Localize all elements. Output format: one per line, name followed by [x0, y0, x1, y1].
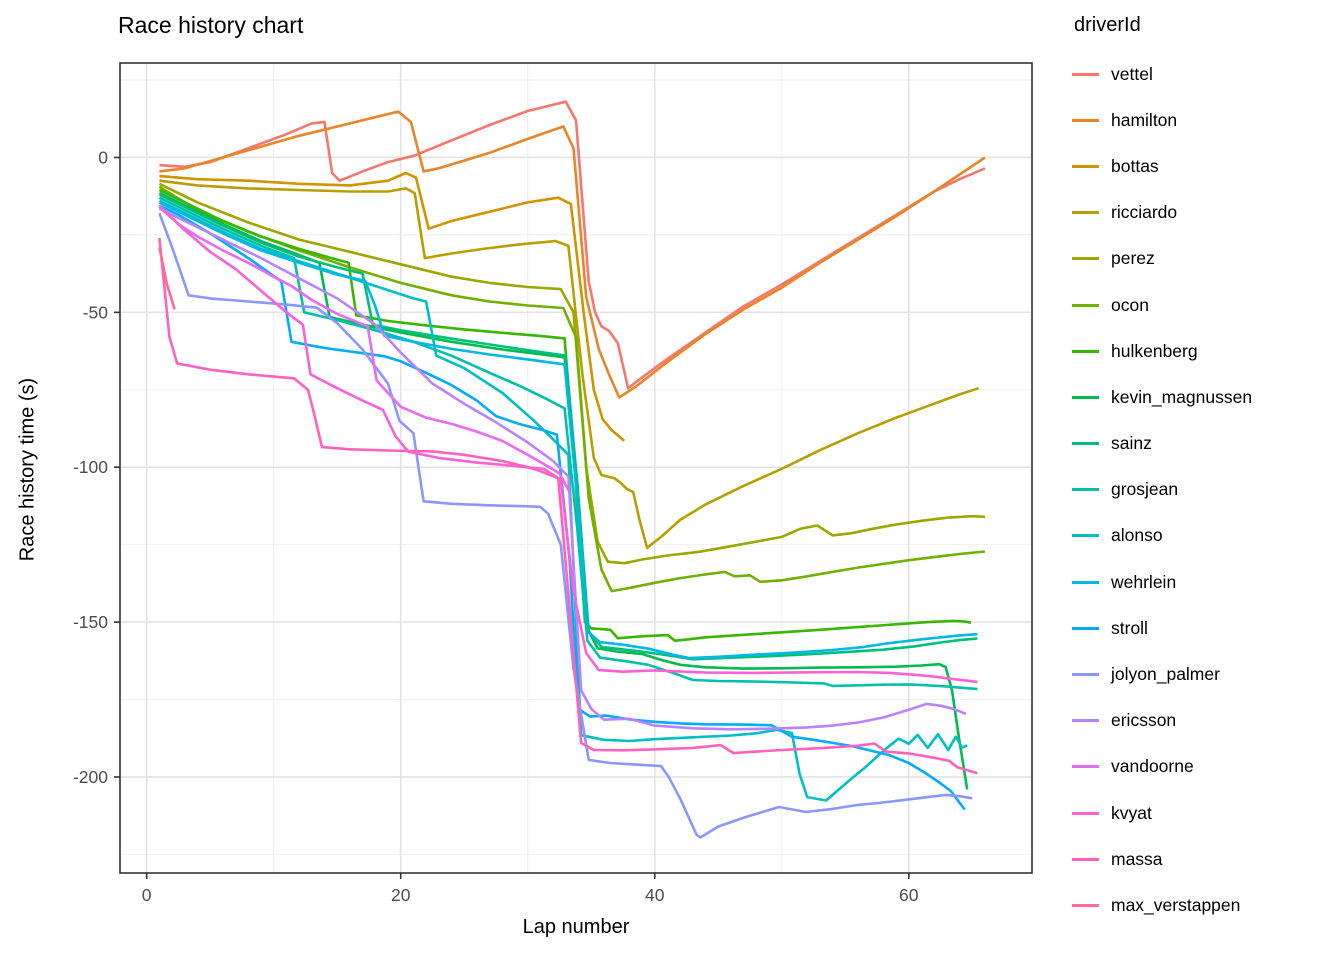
legend-key-line-vandoorne — [1072, 765, 1099, 769]
series-line-vandoorne — [158, 206, 571, 493]
legend-key-line-massa — [1072, 857, 1099, 861]
legend-label: vandoorne — [1111, 756, 1194, 777]
legend-item-alonso: alonso — [1072, 513, 1338, 559]
legend-item-ericsson: ericsson — [1072, 698, 1338, 744]
legend-item-ricciardo: ricciardo — [1072, 190, 1338, 236]
legend-items: vettel hamilton bottas ricciardo perez ocon hu… — [1072, 51, 1338, 929]
y-tick-label: -200 — [73, 767, 108, 787]
series-line-max_verstappen — [158, 247, 176, 310]
series-line-hulkenberg — [158, 188, 972, 643]
legend-key-line-max_verstappen — [1072, 903, 1099, 907]
legend-label: sainz — [1111, 433, 1152, 454]
legend-item-bottas: bottas — [1072, 143, 1338, 189]
legend-item-grosjean: grosjean — [1072, 467, 1338, 513]
legend-label: ocon — [1111, 294, 1149, 315]
x-tick-label: 0 — [142, 885, 152, 905]
legend-item-stroll: stroll — [1072, 605, 1338, 651]
legend-item-vettel: vettel — [1072, 51, 1338, 97]
legend-key-line-stroll — [1072, 626, 1099, 630]
series-line-kevin_magnussen — [158, 191, 969, 790]
y-tick-label: -100 — [73, 457, 108, 477]
legend-item-ocon: ocon — [1072, 282, 1338, 328]
legend-key-line-kvyat — [1072, 811, 1099, 815]
legend-label: alonso — [1111, 525, 1163, 546]
legend-key-line-vettel — [1072, 72, 1099, 76]
legend-label: wehrlein — [1111, 571, 1177, 592]
legend-key-line-hamilton — [1072, 118, 1099, 122]
series-line-massa — [158, 237, 978, 775]
series-line-perez — [158, 182, 986, 565]
legend-label: stroll — [1111, 617, 1148, 638]
legend-key-line-grosjean — [1072, 488, 1099, 492]
legend-item-massa: massa — [1072, 836, 1338, 882]
legend-key-line-alonso — [1072, 534, 1099, 538]
legend-key-line-jolyon_palmer — [1072, 673, 1099, 677]
legend: driverId vettel hamilton bottas ricciardo pe… — [1072, 10, 1338, 929]
legend-item-jolyon_palmer: jolyon_palmer — [1072, 651, 1338, 697]
legend-key-line-ericsson — [1072, 719, 1099, 723]
series-line-ocon — [158, 185, 986, 593]
x-tick-label: 20 — [391, 885, 411, 905]
legend-key-line-kevin_magnussen — [1072, 395, 1099, 399]
legend-label: ericsson — [1111, 710, 1177, 731]
y-tick-label: -150 — [73, 612, 108, 632]
legend-key-line-ricciardo — [1072, 211, 1099, 215]
legend-item-hulkenberg: hulkenberg — [1072, 328, 1338, 374]
chart-title: Race history chart — [118, 12, 304, 38]
legend-item-kvyat: kvyat — [1072, 790, 1338, 836]
legend-item-wehrlein: wehrlein — [1072, 559, 1338, 605]
legend-key-line-hulkenberg — [1072, 349, 1099, 353]
legend-label: vettel — [1111, 63, 1153, 84]
legend-item-kevin_magnussen: kevin_magnussen — [1072, 374, 1338, 420]
legend-item-perez: perez — [1072, 236, 1338, 282]
legend-item-max_verstappen: max_verstappen — [1072, 882, 1338, 928]
legend-title: driverId — [1074, 14, 1141, 36]
legend-label: ricciardo — [1111, 202, 1178, 223]
series-line-stroll — [158, 204, 966, 811]
series-line-jolyon_palmer — [158, 212, 973, 839]
series-line-bottas — [159, 171, 626, 442]
series-line-alonso — [158, 199, 968, 802]
legend-key-line-bottas — [1072, 164, 1099, 168]
series-line-ricciardo — [159, 179, 980, 550]
series-line-vettel — [159, 100, 986, 390]
legend-item-vandoorne: vandoorne — [1072, 744, 1338, 790]
legend-label: hamilton — [1111, 109, 1178, 130]
series-line-grosjean — [158, 196, 978, 691]
legend-label: kevin_magnussen — [1111, 386, 1253, 407]
legend-label: bottas — [1111, 155, 1159, 176]
x-tick-label: 60 — [899, 885, 919, 905]
legend-key-line-wehrlein — [1072, 580, 1099, 584]
legend-label: massa — [1111, 848, 1163, 869]
legend-label: hulkenberg — [1111, 340, 1198, 361]
y-tick-label: -50 — [83, 302, 109, 322]
series-line-hamilton — [159, 110, 986, 399]
legend-label: perez — [1111, 248, 1155, 269]
legend-label: max_verstappen — [1111, 894, 1241, 915]
y-tick-label: 0 — [98, 147, 108, 167]
x-tick-label: 40 — [645, 885, 665, 905]
x-axis-title: Lap number — [522, 916, 630, 938]
legend-label: jolyon_palmer — [1111, 664, 1220, 685]
legend-key-line-sainz — [1072, 442, 1099, 446]
series-line-ericsson — [158, 207, 967, 731]
series-line-wehrlein — [158, 201, 978, 660]
legend-key-line-perez — [1072, 257, 1099, 261]
series-line-kvyat — [158, 204, 978, 684]
legend-key-line-ocon — [1072, 303, 1099, 307]
legend-item-sainz: sainz — [1072, 421, 1338, 467]
legend-label: grosjean — [1111, 479, 1179, 500]
legend-label: kvyat — [1111, 802, 1152, 823]
y-axis-title: Race history time (s) — [16, 377, 39, 562]
legend-item-hamilton: hamilton — [1072, 97, 1338, 143]
